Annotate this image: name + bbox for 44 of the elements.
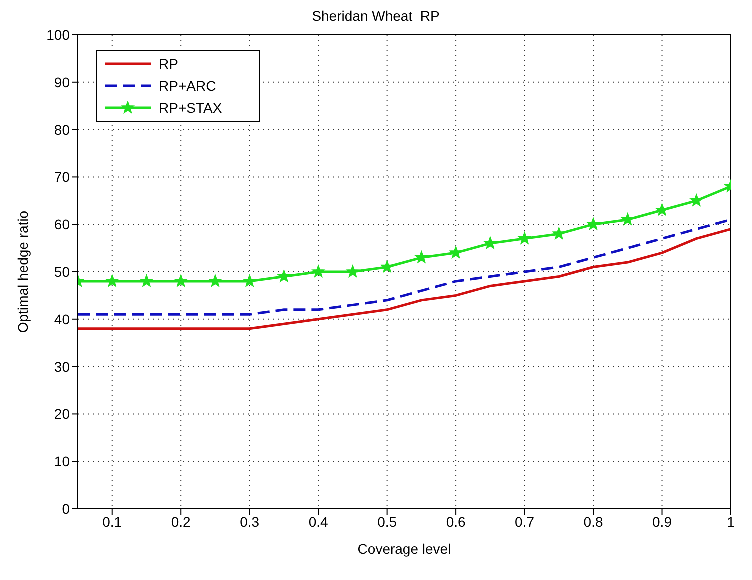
line-series xyxy=(78,228,731,330)
point xyxy=(415,251,428,264)
point xyxy=(381,260,394,273)
x-tick-label: 0.6 xyxy=(446,514,466,530)
x-tick-label: 0.8 xyxy=(584,514,604,530)
y-tick-label: 30 xyxy=(54,358,70,375)
y-tick-label: 70 xyxy=(54,169,70,186)
legend-label: RP+ARC xyxy=(159,78,216,94)
point xyxy=(518,232,531,244)
y-tick-label: 20 xyxy=(54,406,70,422)
point xyxy=(312,266,325,278)
point xyxy=(140,274,153,287)
point xyxy=(244,274,256,287)
x-tick-label: 0.9 xyxy=(652,514,672,530)
x-tick-label: 0.7 xyxy=(515,514,535,530)
point xyxy=(587,218,600,230)
chart-title: Sheridan Wheat RP xyxy=(311,8,441,24)
point xyxy=(106,274,119,287)
y-tick-label: 80 xyxy=(54,122,70,138)
point xyxy=(174,274,188,287)
y-tick-label: 90 xyxy=(54,74,70,90)
y-tick-label: 10 xyxy=(54,454,70,470)
point xyxy=(484,237,497,249)
y-tick-label: 60 xyxy=(54,216,70,233)
legend-label: RP xyxy=(159,56,178,72)
point xyxy=(346,266,360,278)
x-tick-label: 0.1 xyxy=(102,514,122,530)
x-tick-label: 1 xyxy=(727,514,736,530)
y-tick-label: 100 xyxy=(46,26,70,43)
point xyxy=(209,274,222,287)
x-tick-label: 0.4 xyxy=(308,514,329,530)
point xyxy=(656,204,668,216)
y-tick-label: 40 xyxy=(54,311,70,328)
point xyxy=(552,228,566,240)
x-tick-label: 0.5 xyxy=(378,514,398,530)
x-tick-label: 0.3 xyxy=(240,514,260,530)
y-tick-label: 0 xyxy=(62,500,70,517)
x-axis-title: Coverage level xyxy=(358,541,452,557)
point xyxy=(690,194,703,206)
y-tick-label: 50 xyxy=(54,264,70,280)
x-tick-label: 0.2 xyxy=(171,514,192,530)
point xyxy=(278,270,290,282)
legend-label: RP+STAX xyxy=(159,100,222,116)
y-axis-title: Optimal hedge ratio xyxy=(14,210,31,334)
